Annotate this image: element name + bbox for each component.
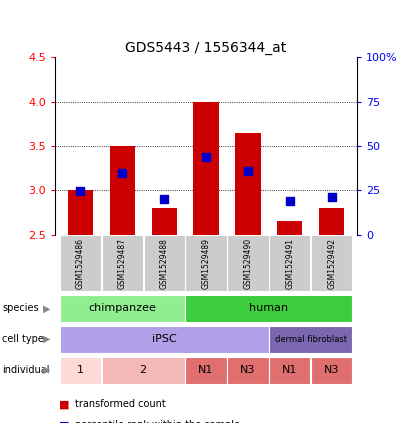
- Text: N1: N1: [198, 365, 214, 375]
- Point: [245, 168, 251, 174]
- Text: 2: 2: [140, 365, 147, 375]
- Point: [287, 198, 293, 204]
- Bar: [186, 295, 353, 322]
- Point: [328, 193, 335, 200]
- Bar: [186, 235, 226, 291]
- Bar: [277, 222, 302, 235]
- Text: GSM1529490: GSM1529490: [244, 238, 253, 289]
- Text: GSM1529489: GSM1529489: [202, 238, 211, 289]
- Point: [203, 153, 209, 160]
- Bar: [311, 235, 353, 291]
- Bar: [269, 326, 353, 353]
- Text: ▶: ▶: [43, 334, 51, 344]
- Text: iPSC: iPSC: [152, 334, 177, 344]
- Bar: [227, 235, 268, 291]
- Bar: [102, 357, 185, 384]
- Text: N3: N3: [240, 365, 256, 375]
- Bar: [269, 235, 310, 291]
- Bar: [60, 235, 101, 291]
- Bar: [60, 295, 185, 322]
- Text: ■: ■: [59, 420, 70, 423]
- Text: 1: 1: [77, 365, 84, 375]
- Point: [77, 188, 84, 195]
- Bar: [186, 357, 226, 384]
- Text: ▶: ▶: [43, 303, 51, 313]
- Point: [119, 169, 125, 176]
- Bar: [269, 357, 310, 384]
- Text: percentile rank within the sample: percentile rank within the sample: [75, 420, 240, 423]
- Text: ■: ■: [59, 399, 70, 409]
- Text: GSM1529487: GSM1529487: [118, 238, 126, 289]
- Bar: [193, 102, 219, 235]
- Text: dermal fibroblast: dermal fibroblast: [275, 335, 347, 344]
- Text: individual: individual: [2, 365, 49, 375]
- Bar: [151, 208, 177, 235]
- Text: GSM1529492: GSM1529492: [327, 238, 336, 289]
- Bar: [319, 208, 344, 235]
- Text: species: species: [2, 303, 39, 313]
- Bar: [227, 357, 268, 384]
- Text: GSM1529488: GSM1529488: [160, 238, 169, 289]
- Bar: [68, 190, 93, 235]
- Point: [161, 196, 167, 203]
- Bar: [110, 146, 135, 235]
- Text: N1: N1: [282, 365, 297, 375]
- Bar: [311, 357, 353, 384]
- Text: GSM1529491: GSM1529491: [286, 238, 295, 289]
- Bar: [235, 133, 261, 235]
- Bar: [60, 326, 268, 353]
- Text: ▶: ▶: [43, 365, 51, 375]
- Text: chimpanzee: chimpanzee: [88, 303, 156, 313]
- Text: human: human: [249, 303, 288, 313]
- Text: cell type: cell type: [2, 334, 44, 344]
- Bar: [144, 235, 185, 291]
- Text: transformed count: transformed count: [75, 399, 166, 409]
- Title: GDS5443 / 1556344_at: GDS5443 / 1556344_at: [125, 41, 287, 55]
- Text: N3: N3: [324, 365, 339, 375]
- Bar: [102, 235, 143, 291]
- Bar: [60, 357, 101, 384]
- Text: GSM1529486: GSM1529486: [76, 238, 85, 289]
